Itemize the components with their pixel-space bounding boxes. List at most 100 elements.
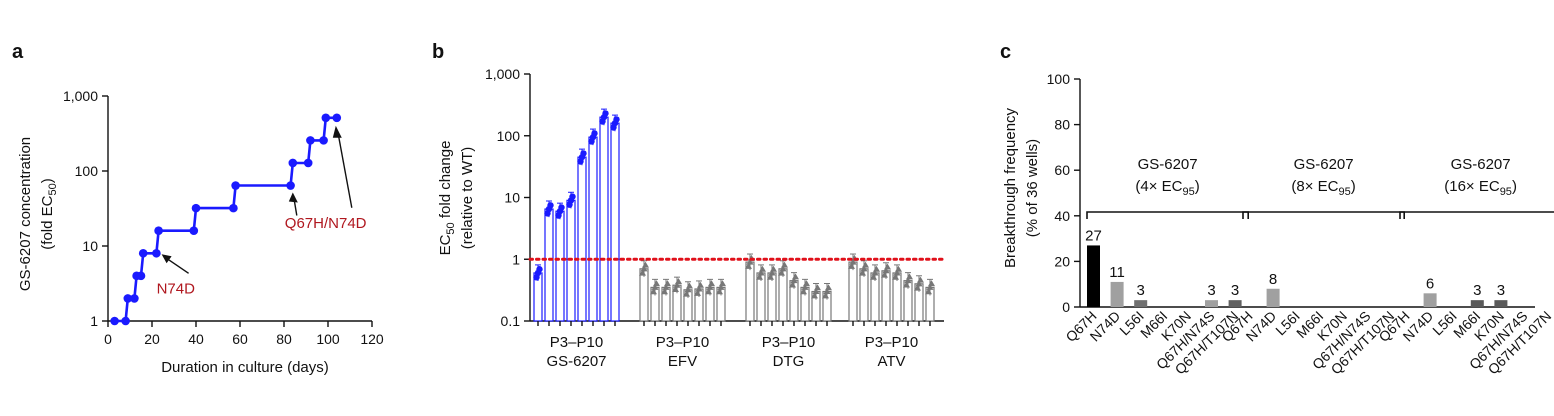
- panel-b-y-tick-label: 10: [504, 190, 520, 206]
- panel-a-annotation-arrowhead: [288, 192, 298, 203]
- panel-b-replicate-point: [823, 288, 831, 295]
- panel-a-x-tick-label: 20: [144, 331, 160, 347]
- panel-a-y-axis-label: GS-6207 concentration: [17, 137, 34, 291]
- panel-b-bar: [848, 261, 858, 322]
- panel-a-x-tick-label: 60: [232, 331, 248, 347]
- panel-c-bar-label: 3: [1137, 282, 1145, 299]
- panel-b-replicate-point: [675, 277, 682, 284]
- panel-a-data-point: [286, 181, 295, 190]
- panel-c-bar-label: 8: [1269, 271, 1277, 288]
- panel-c-group-condition: (4× EC95): [1135, 178, 1199, 198]
- panel-a-y-axis-sublabel: (fold EC50): [39, 178, 59, 249]
- panel-b-group-label-bottom: DTG: [773, 353, 805, 370]
- panel-c-bar-label: 3: [1473, 282, 1481, 299]
- panel-b-y-tick-label: 0.1: [501, 313, 521, 329]
- panel-a-y-tick-label: 10: [82, 238, 98, 254]
- panel-b-replicate-point: [871, 269, 879, 276]
- panel-b-replicate-point: [661, 288, 668, 295]
- panel-b-replicate-point: [914, 284, 921, 291]
- panel-c-bar: [1134, 300, 1148, 307]
- panel-c-y-tick-label: 40: [1054, 208, 1070, 224]
- panel-a-letter: a: [12, 41, 24, 63]
- panel-b-group-label-bottom: EFV: [668, 353, 697, 370]
- panel-b-replicate-point: [811, 292, 818, 299]
- panel-a-chart: Duration in culture (days) GS-6207 conce…: [17, 88, 384, 376]
- panel-b-replicate-point: [928, 280, 935, 287]
- panel-a-data-point: [303, 158, 313, 168]
- panel-a-annotation-n74d: N74D: [157, 280, 196, 297]
- panel-c-group-bracket: [1242, 211, 1405, 219]
- panel-b-replicate-point: [651, 283, 659, 290]
- panel-c-bar: [1110, 281, 1124, 307]
- panel-b-y-axis-label: EC50 fold change: [437, 141, 457, 256]
- panel-c-group-name: GS-6207: [1138, 156, 1198, 173]
- panel-c-y-tick-label: 60: [1054, 162, 1070, 178]
- panel-c-bar-label: 3: [1231, 282, 1239, 299]
- panel-c-bar: [1087, 245, 1100, 307]
- panel-c-group-name: GS-6207: [1294, 156, 1354, 173]
- panel-b-replicate-point: [803, 280, 810, 287]
- panel-c-bar-label: 27: [1085, 227, 1102, 244]
- panel-b-replicate-point: [653, 280, 660, 287]
- panel-b-replicate-point: [903, 281, 910, 288]
- panel-b-bar: [588, 136, 598, 322]
- panel-b-group-label-top: P3–P10: [865, 334, 918, 351]
- panel-a-data-point: [332, 113, 342, 123]
- panel-b-replicate-point: [915, 280, 923, 287]
- panel-a-data-point: [231, 181, 240, 190]
- panel-c-y-axis-label: Breakthrough frequency: [1002, 107, 1019, 268]
- panel-b-replicate-point: [694, 289, 701, 296]
- panel-c-chart: Breakthrough frequency (% of 36 wells) 0…: [1002, 71, 1554, 377]
- panel-c-letter: c: [1000, 41, 1011, 63]
- panel-a-x-tick-label: 40: [188, 331, 204, 347]
- panel-a-data-point: [130, 294, 139, 303]
- panel-a-data-point: [306, 136, 315, 145]
- panel-b-replicate-point: [881, 271, 888, 278]
- panel-b-bar: [599, 116, 609, 322]
- panel-a-y-tick-label: 1,000: [63, 88, 98, 104]
- panel-b-replicate-point: [705, 288, 712, 295]
- panel-c-bar: [1470, 300, 1484, 307]
- panel-b-replicate-point: [814, 284, 821, 291]
- panel-b-replicate-point: [719, 280, 726, 287]
- panel-b-replicate-point: [812, 288, 820, 295]
- panel-c-bar: [1205, 300, 1218, 307]
- panel-a-data-point: [319, 136, 328, 145]
- panel-b-replicate-point: [848, 262, 855, 269]
- panel-a-data-point: [229, 203, 238, 213]
- panel-a-annotation-arrow: [337, 131, 353, 208]
- panel-b-replicate-point: [778, 269, 785, 276]
- panel-a-x-tick-label: 80: [276, 331, 292, 347]
- panel-b-group-label-bottom: ATV: [877, 353, 905, 370]
- panel-b-y-tick-label: 1,000: [485, 66, 520, 82]
- panel-b-replicate-point: [892, 273, 899, 280]
- panel-a-annotation-arrowhead: [332, 125, 342, 138]
- panel-c-group-condition: (16× EC95): [1444, 178, 1517, 198]
- panel-b-replicate-point: [591, 130, 598, 137]
- panel-b-bar: [610, 122, 620, 322]
- panel-b-bar: [745, 261, 755, 322]
- panel-c-bar: [1266, 288, 1280, 307]
- panel-b-replicate-point: [800, 288, 807, 295]
- panel-b-replicate-point: [767, 273, 774, 280]
- panel-b-replicate-point: [893, 269, 901, 276]
- panel-b-group-label-top: P3–P10: [762, 334, 815, 351]
- panel-b-replicate-point: [895, 265, 902, 272]
- panel-b-replicate-point: [746, 258, 754, 265]
- panel-b-replicate-point: [859, 269, 866, 276]
- panel-c-y-tick-label: 100: [1047, 71, 1071, 87]
- panel-b-replicate-point: [906, 273, 913, 280]
- panel-b-replicate-point: [801, 283, 809, 290]
- panel-b-replicate-point: [884, 263, 891, 270]
- panel-b-replicate-point: [789, 281, 796, 288]
- panel-b-replicate-point: [917, 276, 924, 283]
- panel-b-replicate-point: [580, 150, 587, 157]
- panel-b-group-label-bottom: GS-6207: [546, 353, 606, 370]
- panel-b-replicate-point: [756, 273, 763, 280]
- panel-b-letter: b: [432, 41, 444, 63]
- panel-b-y-axis-sublabel: (relative to WT): [459, 147, 476, 250]
- panel-c-bar-label: 3: [1497, 282, 1505, 299]
- panel-b-replicate-point: [849, 258, 857, 265]
- panel-b-replicate-point: [708, 280, 715, 287]
